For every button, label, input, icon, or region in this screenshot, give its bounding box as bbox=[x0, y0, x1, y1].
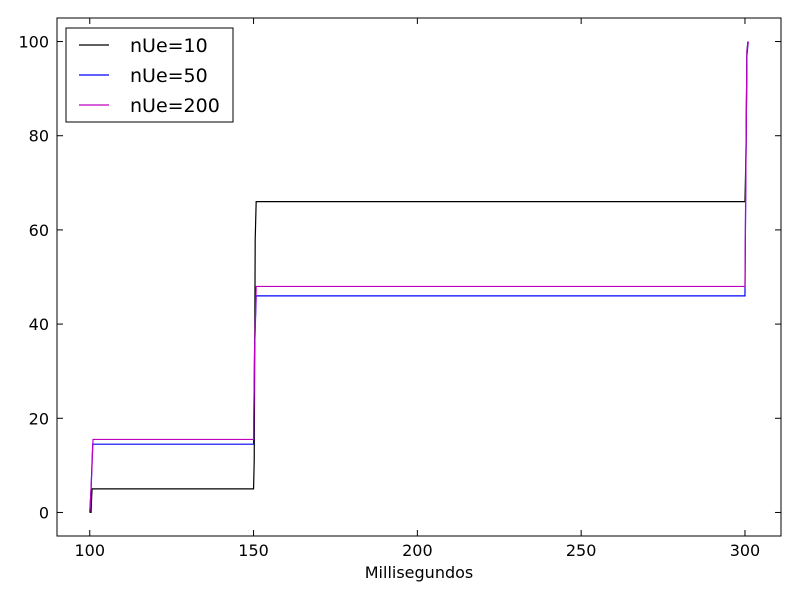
ticks-layer: 100 150 200 250 300 0 20 40 60 80 100 bbox=[18, 18, 781, 560]
series-line-3 bbox=[89, 41, 749, 513]
y-tick-label: 80 bbox=[29, 127, 49, 146]
x-tick-label: 100 bbox=[74, 541, 105, 560]
x-axis-label: Millisegundos bbox=[365, 563, 473, 582]
legend-label: nUe=200 bbox=[130, 95, 220, 117]
legend: nUe=10 nUe=50 nUe=200 bbox=[65, 27, 234, 123]
y-tick-label: 40 bbox=[29, 315, 49, 334]
y-tick-label: 60 bbox=[29, 221, 49, 240]
plot-frame bbox=[56, 17, 782, 537]
y-tick-label: 100 bbox=[18, 33, 49, 52]
x-tick-label: 250 bbox=[566, 541, 597, 560]
x-tick-label: 150 bbox=[238, 541, 269, 560]
legend-label: nUe=50 bbox=[130, 65, 208, 87]
legend-label: nUe=10 bbox=[130, 35, 208, 57]
x-tick-label: 200 bbox=[402, 541, 433, 560]
y-tick-label: 20 bbox=[29, 409, 49, 428]
series-layer bbox=[89, 41, 749, 514]
x-tick-label: 300 bbox=[730, 541, 761, 560]
y-tick-label: 0 bbox=[39, 503, 49, 522]
